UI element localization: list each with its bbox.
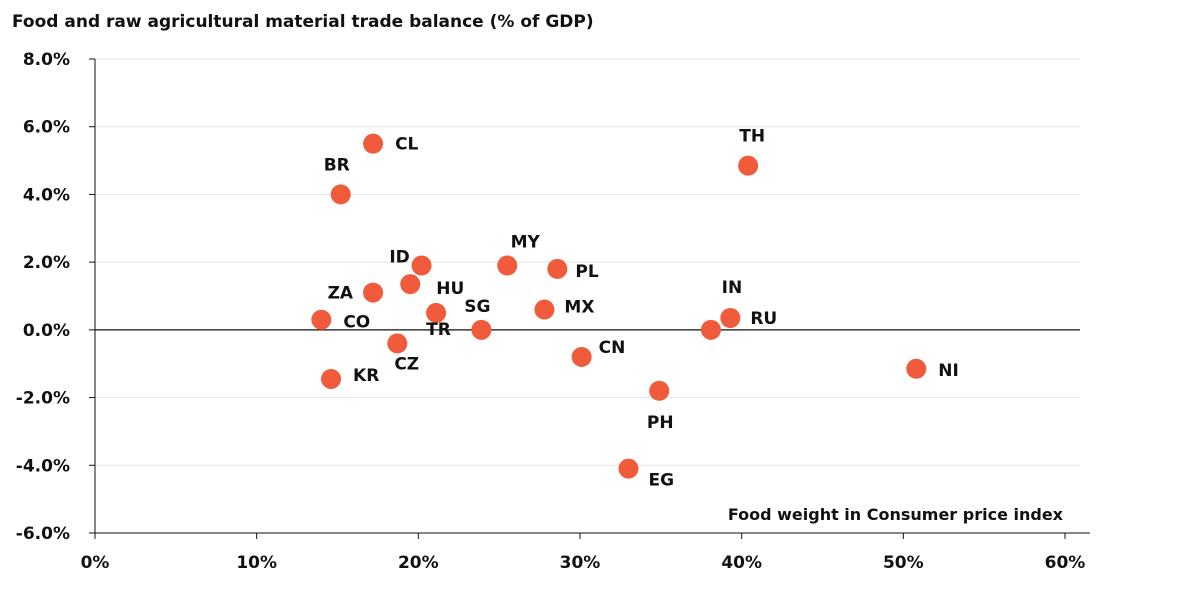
point-label: ID	[389, 248, 409, 268]
x-tick-label: 60%	[1045, 553, 1086, 573]
x-axis-label: Food weight in Consumer price index	[728, 505, 1064, 524]
x-tick-label: 20%	[398, 553, 439, 573]
point-br: BR	[324, 155, 351, 205]
scatter-point	[411, 255, 432, 276]
scatter-point	[497, 255, 518, 276]
scatter-point	[471, 319, 492, 340]
scatter-point	[906, 358, 927, 379]
chart-title: Food and raw agricultural material trade…	[12, 12, 594, 32]
scatter-point	[363, 282, 384, 303]
point-label: TH	[739, 127, 765, 147]
scatter-point	[330, 184, 351, 205]
gridlines	[95, 58, 1080, 534]
point-tr: TR	[426, 302, 451, 340]
scatter-point	[618, 458, 639, 479]
y-tick-label: 8.0%	[23, 50, 70, 70]
scatter-point	[311, 309, 332, 330]
point-label: RU	[750, 309, 777, 329]
scatter-point	[571, 346, 592, 367]
point-za: ZA	[328, 282, 384, 304]
point-id: ID	[389, 248, 432, 276]
scatter-point	[720, 308, 741, 329]
tick-labels: 8.0% 6.0% 4.0% 2.0% 0.0% -2.0% -4.0% -6.0% 0% 10%…	[16, 50, 1086, 573]
point-kr: KR	[321, 366, 379, 389]
y-tick-label: -6.0%	[16, 524, 70, 544]
point-ni: NI	[906, 358, 959, 381]
scatter-point	[534, 299, 555, 320]
y-tick-label: 4.0%	[23, 185, 70, 205]
y-tick-label: 2.0%	[23, 253, 70, 273]
point-label: PL	[575, 262, 598, 282]
point-co: CO	[311, 309, 370, 333]
scatter-point	[387, 333, 408, 354]
point-label: KR	[353, 366, 379, 386]
point-label: CO	[343, 313, 370, 333]
point-cn: CN	[571, 338, 626, 367]
point-sg: SG	[464, 297, 492, 340]
point-label: BR	[324, 155, 350, 175]
data-points: CL BR TH ID HU MY PL ZA TR SG MX IN RU CO CZ KR CN PH EG NI	[311, 127, 959, 491]
scatter-point	[426, 302, 447, 323]
point-cz: CZ	[387, 333, 419, 374]
axes	[89, 58, 1090, 539]
scatter-point	[363, 133, 384, 154]
point-label: TR	[426, 320, 451, 340]
point-label: EG	[649, 471, 675, 491]
scatter-point	[321, 368, 342, 389]
point-ph: PH	[647, 380, 674, 433]
point-mx: MX	[534, 298, 594, 320]
point-hu: HU	[400, 274, 464, 299]
x-tick-label: 50%	[883, 553, 924, 573]
point-label: SG	[464, 297, 490, 317]
point-pl: PL	[547, 258, 599, 282]
point-label: MY	[511, 233, 541, 253]
point-label: CN	[599, 338, 626, 358]
scatter-point	[400, 274, 421, 295]
y-tick-label: 6.0%	[23, 118, 70, 138]
scatter-point	[738, 155, 759, 176]
point-label: HU	[436, 279, 464, 299]
point-th: TH	[738, 127, 765, 176]
point-eg: EG	[618, 458, 675, 491]
y-tick-label: -4.0%	[16, 456, 70, 476]
scatter-point	[700, 319, 721, 340]
x-tick-label: 10%	[236, 553, 277, 573]
point-in: IN	[700, 278, 743, 340]
point-ru: RU	[720, 308, 777, 329]
point-label: PH	[647, 413, 674, 433]
point-label: MX	[564, 298, 594, 318]
point-label: CZ	[394, 354, 419, 374]
scatter-point	[649, 380, 670, 401]
point-label: ZA	[328, 284, 354, 304]
x-tick-label: 30%	[560, 553, 601, 573]
point-my: MY	[497, 233, 541, 276]
x-tick-label: 0%	[81, 553, 110, 573]
point-cl: CL	[363, 133, 419, 155]
scatter-point	[547, 258, 568, 279]
point-label: IN	[722, 278, 743, 298]
point-label: CL	[395, 135, 418, 155]
x-tick-label: 40%	[721, 553, 762, 573]
point-label: NI	[938, 361, 959, 381]
y-tick-label: -2.0%	[16, 389, 70, 409]
y-tick-label: 0.0%	[23, 321, 70, 341]
